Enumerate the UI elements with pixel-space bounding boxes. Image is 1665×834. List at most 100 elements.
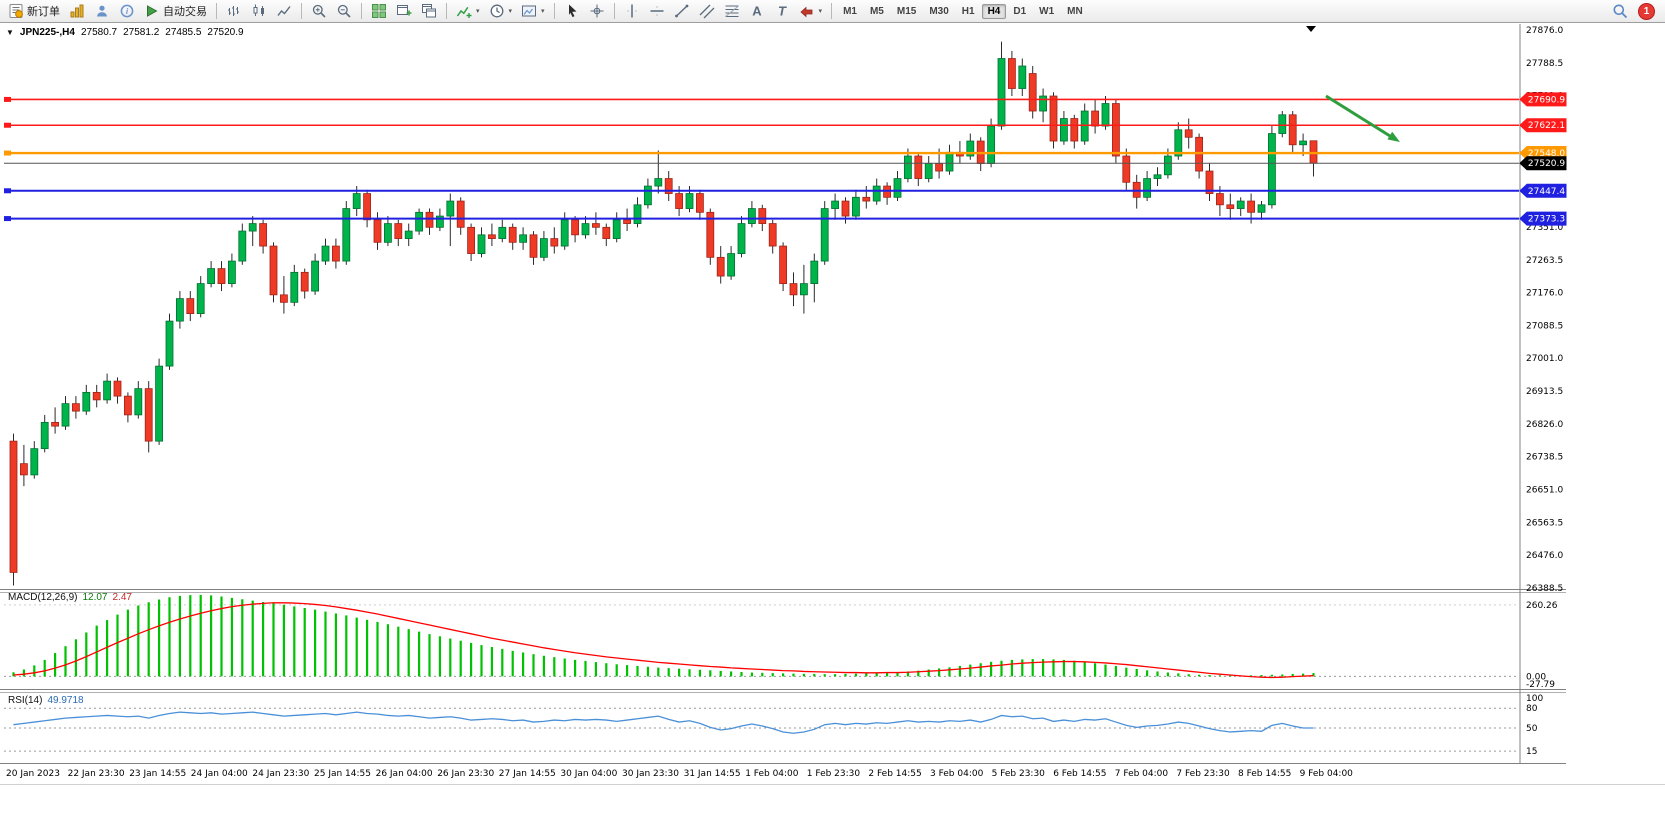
chart-symbol-period: JPN225-,H4: [19, 27, 75, 38]
time-axis-label: 27 Jan 14:55: [499, 769, 556, 779]
price-label-chip: 27373.3: [1519, 211, 1567, 226]
label-icon: T: [778, 4, 787, 19]
timeframe-h4-button[interactable]: H4: [981, 3, 1007, 19]
market-watch-icon: [70, 4, 84, 18]
arrows-button[interactable]: ▾: [795, 2, 827, 21]
chart-shift-marker-icon[interactable]: [1306, 26, 1316, 32]
level-line-anchor[interactable]: [4, 216, 11, 222]
zoom-in-button[interactable]: [307, 2, 331, 21]
timeframe-toolbar: M1 M5 M15 M30 H1 H4 D1 W1 MN: [837, 3, 1089, 19]
level-line-anchor[interactable]: [4, 96, 11, 102]
search-icon: [1613, 4, 1628, 19]
profile-icon: [97, 5, 107, 17]
macd-name: MACD(12,26,9): [8, 592, 78, 603]
support-button[interactable]: i: [115, 2, 139, 21]
horizontal-line-button[interactable]: [645, 2, 669, 21]
candle: [768, 219, 777, 254]
line-chart-button[interactable]: [272, 2, 296, 21]
candle: [779, 242, 787, 292]
candle: [321, 238, 330, 265]
price-label-chip: 27520.9: [1519, 156, 1567, 171]
timeframe-h1-button[interactable]: H1: [956, 4, 981, 19]
market-watch-button[interactable]: [65, 2, 89, 21]
periods-button[interactable]: ▾: [485, 2, 517, 21]
macd-axis-label: 0.00: [1526, 672, 1546, 682]
candlestick-chart-button[interactable]: [247, 2, 271, 21]
candle: [1278, 111, 1287, 138]
cascade-windows-button[interactable]: [417, 2, 441, 21]
candle: [862, 186, 871, 209]
templates-button[interactable]: ▾: [517, 2, 549, 21]
macd-main-value: 12.07: [82, 592, 108, 603]
trendline-icon: [674, 4, 688, 18]
chart-expander-icon[interactable]: ▼: [6, 28, 14, 37]
candle: [571, 216, 579, 243]
trendline-button[interactable]: [670, 2, 694, 21]
text-button[interactable]: A: [745, 2, 769, 21]
profile-button[interactable]: [90, 2, 114, 21]
macd-axis-label: 260.26: [1526, 601, 1558, 611]
timeframe-d1-button[interactable]: D1: [1007, 4, 1032, 19]
new-order-label: 新订单: [27, 6, 60, 18]
equidistant-channel-button[interactable]: [695, 2, 719, 21]
autotrade-button[interactable]: 自动交易: [140, 2, 211, 21]
new-order-button[interactable]: 新订单: [4, 2, 64, 21]
zoom-out-button[interactable]: [332, 2, 356, 21]
price-axis-label: 26826.0: [1526, 420, 1563, 430]
line-chart-icon: [277, 6, 291, 16]
trend-arrow[interactable]: [1325, 94, 1400, 142]
candle: [914, 152, 923, 187]
new-chart-icon: [397, 5, 412, 16]
timeframe-m15-button[interactable]: M15: [891, 4, 922, 19]
time-axis-label: 30 Jan 23:30: [622, 769, 679, 779]
candle: [113, 377, 122, 404]
price-label-chip: 27447.4: [1519, 183, 1567, 198]
candle: [290, 264, 299, 307]
tile-windows-button[interactable]: [367, 2, 391, 21]
candle: [550, 227, 559, 254]
time-axis-label: 24 Jan 04:00: [191, 769, 248, 779]
candle: [696, 189, 704, 220]
macd-signal-value: 2.47: [112, 592, 132, 603]
toolbar-separator: [361, 3, 362, 19]
chart-low-value: 27485.5: [165, 27, 202, 38]
candle: [508, 223, 517, 250]
candle: [1226, 193, 1235, 220]
timeframe-m5-button[interactable]: M5: [864, 4, 890, 19]
level-line-anchor[interactable]: [4, 150, 11, 156]
timeframe-m1-button[interactable]: M1: [837, 4, 863, 19]
new-chart-button[interactable]: [392, 2, 416, 21]
vertical-line-button[interactable]: [620, 2, 644, 21]
timeframe-w1-button[interactable]: W1: [1033, 4, 1060, 19]
price-axis-label: 26913.5: [1526, 387, 1563, 397]
timeframe-m30-button[interactable]: M30: [923, 4, 954, 19]
candle: [331, 238, 340, 269]
bar-chart-button[interactable]: [222, 2, 246, 21]
candle: [144, 381, 153, 453]
level-line-anchor[interactable]: [4, 122, 11, 128]
indicators-button[interactable]: ▾: [452, 2, 484, 21]
search-button[interactable]: [1608, 2, 1632, 21]
cursor-button[interactable]: [560, 2, 584, 21]
fibonacci-button[interactable]: [720, 2, 744, 21]
svg-text:T: T: [778, 4, 787, 19]
label-button[interactable]: T: [770, 2, 794, 21]
candle: [124, 392, 132, 423]
candle: [425, 208, 434, 235]
candle: [1091, 99, 1099, 134]
bar-chart-icon: [228, 6, 239, 16]
timeframe-mn-button[interactable]: MN: [1061, 4, 1089, 19]
time-axis-label: 31 Jan 14:55: [684, 769, 741, 779]
zoom-out-icon: [337, 4, 351, 18]
candle: [1039, 88, 1047, 123]
price-axis-label: 27788.5: [1526, 59, 1563, 69]
crosshair-button[interactable]: [585, 2, 609, 21]
chart-header: ▼ JPN225-,H4 27580.7 27581.2 27485.5 275…: [6, 27, 244, 38]
price-axis-label: 27088.5: [1526, 321, 1563, 331]
level-line-anchor[interactable]: [4, 188, 11, 194]
candle: [342, 201, 351, 265]
notification-badge[interactable]: 1: [1638, 2, 1655, 20]
rsi-label: RSI(14) 49.9718: [8, 695, 84, 706]
candle: [716, 246, 725, 284]
